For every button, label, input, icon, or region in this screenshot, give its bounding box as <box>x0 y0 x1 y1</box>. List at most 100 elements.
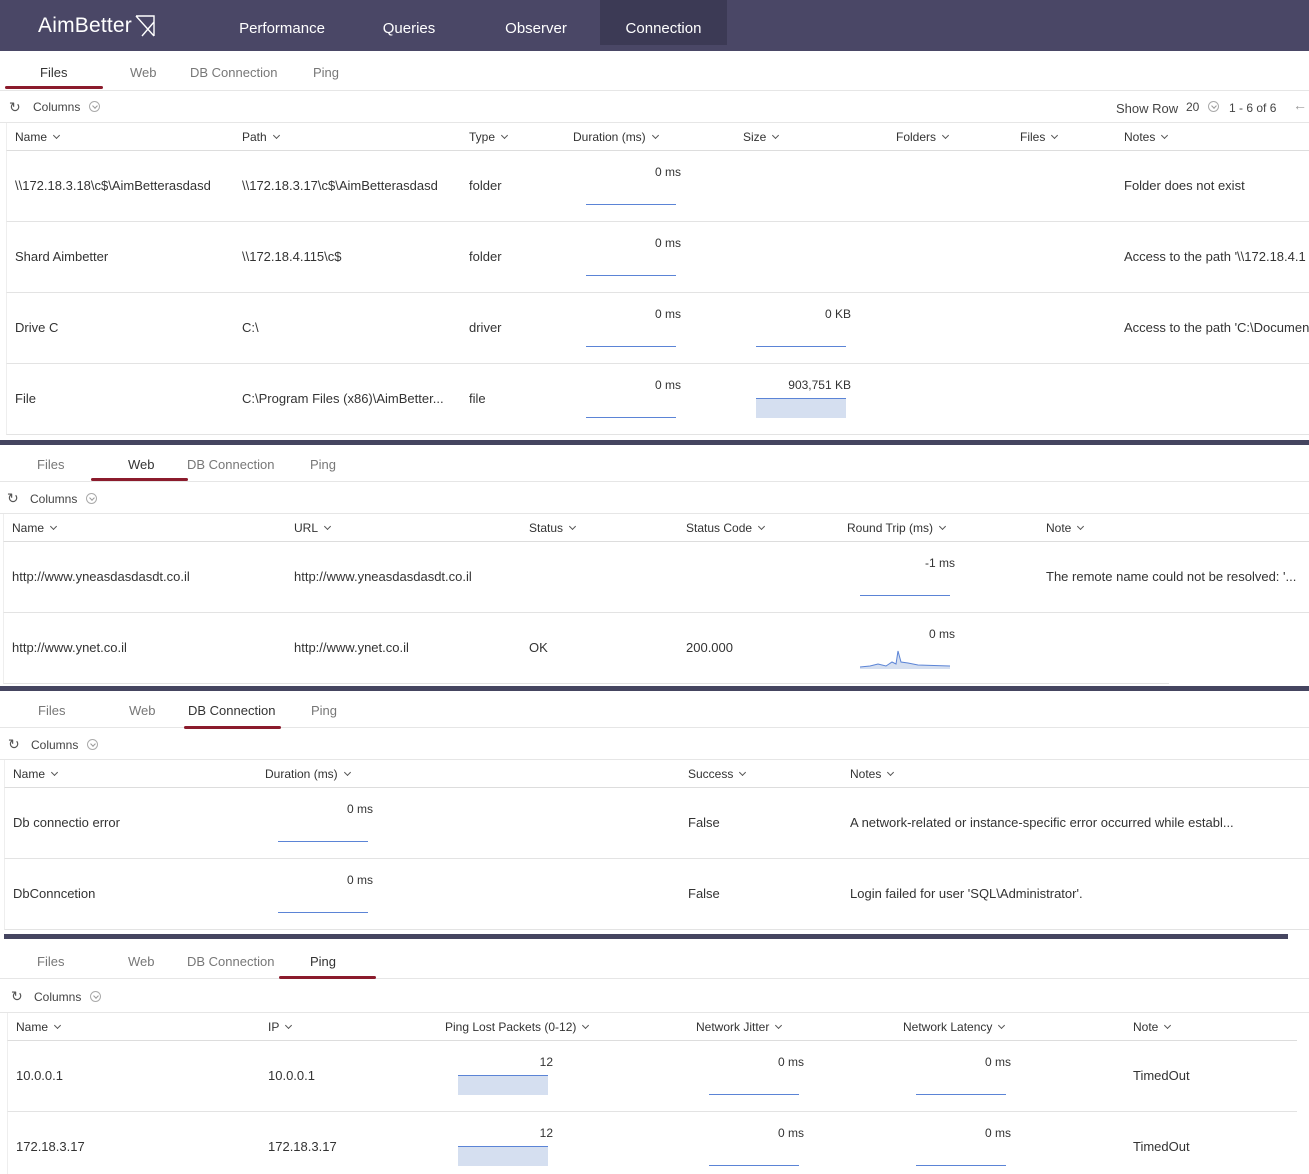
subtab-bar: Files Web DB Connection Ping <box>0 691 1309 729</box>
col-header-type[interactable]: Type <box>469 130 509 144</box>
grid-toolbar: ↻ Columns <box>0 484 1309 514</box>
columns-dropdown-icon[interactable] <box>89 101 100 112</box>
columns-menu[interactable]: Columns <box>31 738 79 752</box>
round-trip-value: -1 ms <box>925 556 955 570</box>
nav-queries[interactable]: Queries <box>382 20 436 37</box>
tab-files[interactable]: Files <box>37 954 65 969</box>
tab-db-connection[interactable]: DB Connection <box>190 65 278 80</box>
duration-value: 0 ms <box>654 236 681 250</box>
web-name: http://www.ynet.co.il <box>12 640 127 655</box>
col-header-folders[interactable]: Folders <box>896 130 950 144</box>
table-row[interactable]: Drive C C:\ driver 0 ms 0 KB Access to t… <box>6 293 1309 364</box>
col-header-path[interactable]: Path <box>242 130 280 144</box>
table-row[interactable]: Db connectio error 0 ms False A network-… <box>4 788 1309 859</box>
duration-value: 0 ms <box>346 873 373 887</box>
tab-ping[interactable]: Ping <box>310 457 337 472</box>
tab-ping[interactable]: Ping <box>311 703 338 718</box>
table-row[interactable]: Shard Aimbetter \\172.18.4.115\c$ folder… <box>6 222 1309 293</box>
refresh-icon[interactable]: ↻ <box>8 736 20 752</box>
tab-db-connection[interactable]: DB Connection <box>187 954 275 969</box>
tab-web[interactable]: Web <box>129 703 156 718</box>
duration-sparkline <box>278 841 368 842</box>
jitter-value: 0 ms <box>777 1055 804 1069</box>
columns-dropdown-icon[interactable] <box>90 991 101 1002</box>
col-header-note[interactable]: Note <box>1046 521 1085 535</box>
nav-observer[interactable]: Observer <box>505 20 567 37</box>
page-size-select[interactable]: 20 <box>1186 100 1200 114</box>
refresh-icon[interactable]: ↻ <box>9 99 21 115</box>
round-trip-sparkline <box>860 595 950 596</box>
columns-menu[interactable]: Columns <box>34 990 82 1004</box>
tab-files[interactable]: Files <box>38 703 66 718</box>
size-sparkline <box>756 346 846 347</box>
col-header-name[interactable]: Name <box>13 767 59 781</box>
tab-web[interactable]: Web <box>128 457 155 472</box>
col-header-name[interactable]: Name <box>15 130 61 144</box>
tab-db-connection[interactable]: DB Connection <box>187 457 275 472</box>
col-header-duration[interactable]: Duration (ms) <box>265 767 351 781</box>
file-path: C:\ <box>242 320 259 335</box>
db-success: False <box>688 815 720 830</box>
col-header-notes[interactable]: Notes <box>850 767 895 781</box>
columns-dropdown-icon[interactable] <box>87 739 98 750</box>
col-header-size[interactable]: Size <box>743 130 780 144</box>
table-row[interactable]: 172.18.3.17 172.18.3.17 12 0 ms 0 ms Tim… <box>7 1112 1297 1174</box>
col-header-status[interactable]: Status <box>529 521 577 535</box>
col-header-name[interactable]: Name <box>12 521 58 535</box>
table-row[interactable]: \\172.18.3.18\c$\AimBetterasdasd \\172.1… <box>6 151 1309 222</box>
col-header-note[interactable]: Note <box>1133 1020 1172 1034</box>
file-type: folder <box>469 249 502 264</box>
aimbetter-logo[interactable]: AimBetter <box>38 14 156 38</box>
table-row[interactable]: http://www.ynet.co.il http://www.ynet.co… <box>3 613 1169 684</box>
refresh-icon[interactable]: ↻ <box>11 988 23 1004</box>
duration-value: 0 ms <box>654 378 681 392</box>
logo-mark-icon <box>135 15 155 37</box>
columns-menu[interactable]: Columns <box>33 100 81 114</box>
tab-web[interactable]: Web <box>130 65 157 80</box>
col-header-lost-packets[interactable]: Ping Lost Packets (0-12) <box>445 1020 590 1034</box>
table-row[interactable]: DbConncetion 0 ms False Login failed for… <box>4 859 1309 930</box>
file-notes: Folder does not exist <box>1124 178 1245 193</box>
col-header-round-trip[interactable]: Round Trip (ms) <box>847 521 947 535</box>
ping-note: TimedOut <box>1133 1068 1190 1083</box>
nav-performance[interactable]: Performance <box>239 20 325 37</box>
tab-web[interactable]: Web <box>128 954 155 969</box>
file-notes: Access to the path 'C:\Documen <box>1124 320 1309 335</box>
tab-ping[interactable]: Ping <box>313 65 340 80</box>
size-value: 903,751 KB <box>788 378 851 392</box>
table-row[interactable]: File C:\Program Files (x86)\AimBetter...… <box>6 364 1309 435</box>
web-name: http://www.yneasdasdasdt.co.il <box>12 569 190 584</box>
page-size-dropdown-icon[interactable] <box>1208 101 1219 112</box>
file-type: driver <box>469 320 502 335</box>
tab-db-connection[interactable]: DB Connection <box>188 703 276 718</box>
table-row[interactable]: http://www.yneasdasdasdt.co.il http://ww… <box>3 542 1309 613</box>
tab-files[interactable]: Files <box>37 457 65 472</box>
web-status-code: 200.000 <box>686 640 733 655</box>
jitter-value: 0 ms <box>777 1126 804 1140</box>
col-header-notes[interactable]: Notes <box>1124 130 1169 144</box>
duration-sparkline <box>586 417 676 418</box>
lost-packets-value: 12 <box>539 1126 553 1140</box>
refresh-icon[interactable]: ↻ <box>7 490 19 506</box>
col-header-network-jitter[interactable]: Network Jitter <box>696 1020 783 1034</box>
file-name: File <box>15 391 36 406</box>
columns-dropdown-icon[interactable] <box>86 493 97 504</box>
col-header-name[interactable]: Name <box>16 1020 62 1034</box>
col-header-network-latency[interactable]: Network Latency <box>903 1020 1006 1034</box>
col-header-ip[interactable]: IP <box>268 1020 293 1034</box>
tab-ping[interactable]: Ping <box>310 954 337 969</box>
col-header-files[interactable]: Files <box>1020 130 1059 144</box>
col-header-duration[interactable]: Duration (ms) <box>573 130 659 144</box>
db-connection-panel: Files Web DB Connection Ping ↻ Columns N… <box>0 691 1309 934</box>
db-notes: A network-related or instance-specific e… <box>850 815 1234 830</box>
jitter-sparkline <box>709 1094 799 1095</box>
col-header-url[interactable]: URL <box>294 521 332 535</box>
col-header-status-code[interactable]: Status Code <box>686 521 766 535</box>
nav-connection[interactable]: Connection <box>600 0 727 45</box>
table-row[interactable]: 10.0.0.1 10.0.0.1 12 0 ms 0 ms TimedOut <box>7 1041 1297 1112</box>
col-header-success[interactable]: Success <box>688 767 747 781</box>
columns-menu[interactable]: Columns <box>30 492 78 506</box>
prev-page-arrow-icon[interactable]: ← <box>1293 97 1307 113</box>
ping-name: 10.0.0.1 <box>16 1068 63 1083</box>
tab-files[interactable]: Files <box>40 65 68 80</box>
